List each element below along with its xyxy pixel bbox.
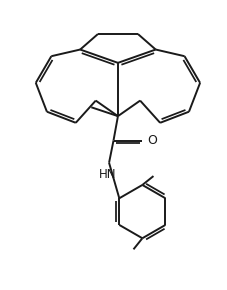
Text: O: O (147, 134, 157, 147)
Text: HN: HN (99, 168, 117, 181)
